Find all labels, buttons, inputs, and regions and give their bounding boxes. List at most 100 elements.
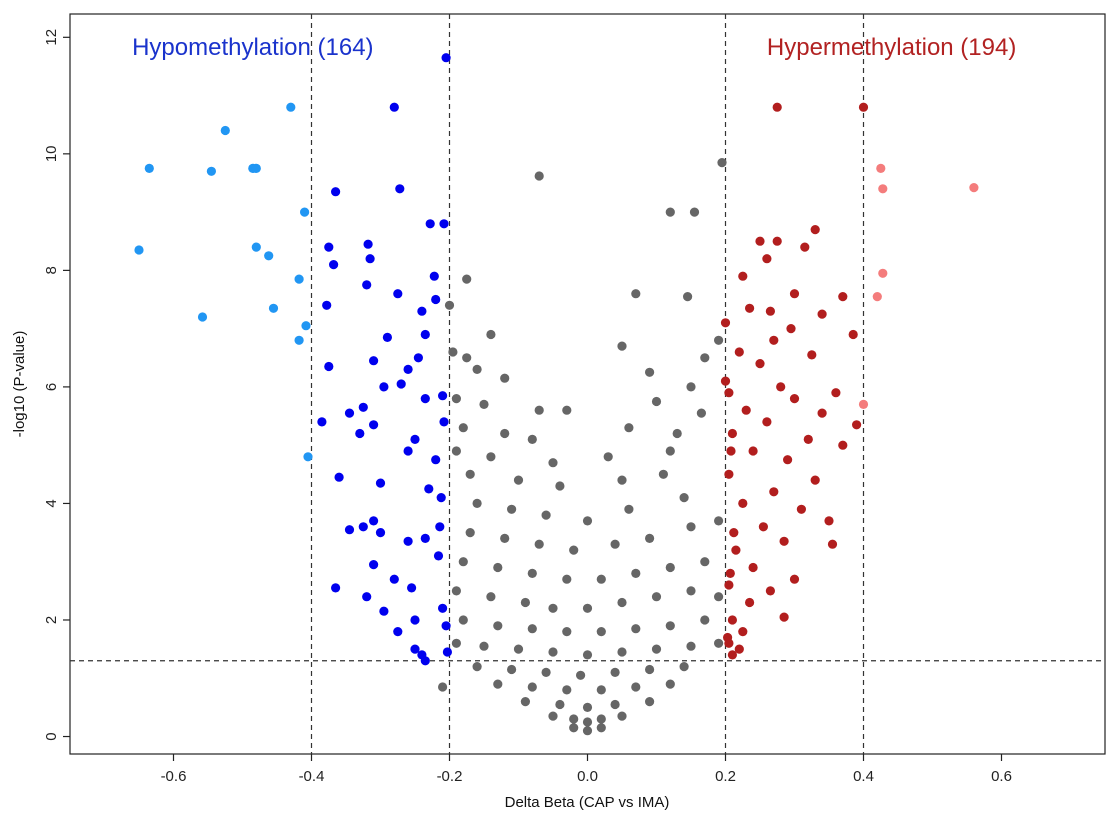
data-point bbox=[665, 562, 675, 573]
data-point bbox=[541, 667, 551, 678]
data-point bbox=[755, 359, 765, 369]
y-axis-title: -log10 (P-value) bbox=[11, 331, 28, 438]
data-point bbox=[810, 475, 820, 485]
data-point bbox=[500, 428, 510, 439]
data-point bbox=[582, 650, 593, 660]
data-point bbox=[665, 207, 675, 217]
data-point bbox=[379, 606, 389, 616]
data-point bbox=[451, 638, 461, 648]
data-point bbox=[617, 475, 627, 485]
data-point bbox=[534, 539, 544, 549]
data-point bbox=[617, 711, 627, 721]
data-point bbox=[569, 545, 579, 555]
data-point bbox=[407, 583, 417, 593]
data-point bbox=[727, 650, 738, 660]
data-point bbox=[520, 697, 531, 707]
data-point bbox=[541, 510, 551, 520]
data-point bbox=[689, 207, 700, 217]
data-point bbox=[729, 528, 739, 538]
data-point bbox=[789, 394, 800, 404]
data-point bbox=[765, 586, 776, 596]
data-point bbox=[442, 647, 452, 657]
data-point bbox=[375, 478, 386, 488]
data-point bbox=[438, 603, 448, 613]
data-point bbox=[363, 239, 373, 249]
data-point bbox=[852, 420, 862, 430]
data-point bbox=[582, 516, 593, 526]
data-point bbox=[727, 615, 738, 625]
data-point bbox=[294, 335, 304, 345]
data-point bbox=[462, 353, 472, 363]
data-point bbox=[786, 324, 796, 334]
data-point bbox=[417, 306, 427, 316]
data-point bbox=[144, 163, 154, 173]
data-point bbox=[762, 417, 772, 427]
data-point bbox=[779, 612, 789, 622]
data-point bbox=[436, 493, 446, 503]
y-tick-label: 8 bbox=[43, 266, 60, 274]
data-point bbox=[582, 603, 593, 613]
x-tick-label: 0.6 bbox=[991, 768, 1012, 785]
data-point bbox=[465, 528, 475, 538]
data-point bbox=[803, 434, 813, 444]
data-point bbox=[362, 280, 372, 290]
data-point bbox=[513, 644, 524, 654]
y-tick-label: 12 bbox=[43, 29, 60, 46]
data-point bbox=[596, 574, 606, 584]
data-point bbox=[395, 184, 405, 194]
data-point bbox=[424, 484, 434, 494]
data-point bbox=[686, 382, 696, 392]
data-point bbox=[714, 592, 724, 602]
data-point bbox=[817, 408, 827, 418]
group-count-annotation: Hypermethylation (194) bbox=[767, 34, 1016, 61]
data-point bbox=[624, 504, 634, 514]
plot-frame bbox=[69, 13, 1106, 755]
data-point bbox=[331, 583, 341, 593]
data-point bbox=[686, 522, 696, 532]
data-point bbox=[479, 399, 489, 409]
data-point bbox=[331, 187, 341, 197]
data-point bbox=[679, 662, 689, 672]
data-point bbox=[527, 568, 537, 579]
data-point bbox=[772, 236, 782, 246]
data-point bbox=[596, 714, 606, 724]
data-point bbox=[714, 638, 724, 648]
data-point bbox=[645, 697, 655, 707]
data-point bbox=[403, 364, 413, 374]
data-point bbox=[645, 367, 655, 377]
data-point bbox=[700, 353, 710, 363]
data-point bbox=[827, 539, 838, 549]
data-point bbox=[486, 592, 496, 602]
data-point bbox=[500, 533, 510, 544]
data-point bbox=[748, 446, 758, 456]
data-point bbox=[724, 469, 734, 479]
data-point bbox=[748, 562, 758, 573]
data-point bbox=[472, 364, 482, 374]
x-tick-label: -0.4 bbox=[299, 768, 325, 785]
data-point bbox=[294, 274, 304, 284]
data-point bbox=[520, 597, 531, 608]
data-point bbox=[438, 391, 448, 401]
data-point bbox=[451, 586, 461, 596]
data-point bbox=[723, 632, 733, 643]
data-point bbox=[569, 723, 579, 733]
data-point bbox=[389, 102, 399, 112]
data-point bbox=[410, 615, 420, 625]
data-point bbox=[301, 321, 311, 331]
data-point bbox=[403, 446, 413, 456]
data-point bbox=[286, 102, 296, 112]
data-points bbox=[134, 53, 979, 736]
data-point bbox=[429, 271, 439, 281]
data-point bbox=[438, 682, 448, 692]
data-point bbox=[324, 242, 334, 252]
data-point bbox=[824, 516, 834, 526]
data-point bbox=[817, 309, 827, 319]
data-point bbox=[451, 394, 461, 404]
data-point bbox=[369, 356, 379, 366]
data-point bbox=[486, 452, 496, 462]
data-point bbox=[645, 533, 655, 544]
data-point bbox=[365, 254, 375, 264]
data-point bbox=[420, 533, 430, 544]
data-point bbox=[358, 402, 368, 412]
data-point bbox=[435, 522, 445, 532]
